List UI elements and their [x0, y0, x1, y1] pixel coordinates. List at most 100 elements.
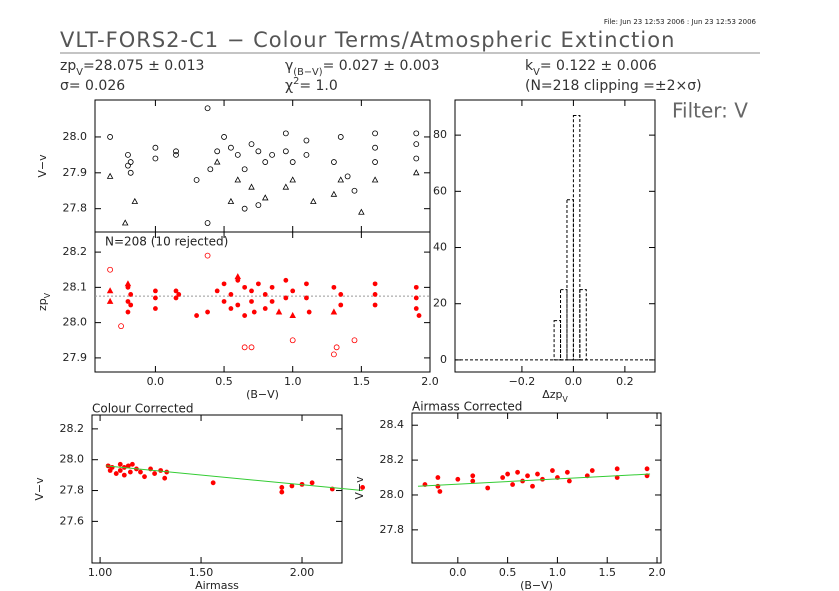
point [344, 173, 351, 180]
point [255, 281, 261, 287]
plot-frame [411, 412, 662, 564]
histogram-bar [579, 289, 587, 361]
x-tick-label: 2.0 [421, 375, 439, 388]
point [262, 306, 268, 311]
text-part: zp [36, 298, 49, 311]
point [214, 288, 220, 294]
point [248, 183, 255, 190]
point [262, 159, 269, 165]
x-tick-label: 1.5 [353, 375, 371, 388]
point [194, 313, 199, 318]
point [289, 159, 296, 165]
point [204, 252, 211, 259]
point [330, 190, 338, 197]
point [330, 308, 338, 315]
point [306, 309, 312, 315]
point [227, 197, 235, 204]
x-axis-label: (B−V) [520, 579, 553, 591]
annotation: N=208 (10 rejected) [105, 235, 228, 249]
point [485, 485, 491, 491]
point [279, 485, 285, 490]
point [351, 187, 358, 194]
text-part: 2 [293, 76, 299, 87]
point [228, 306, 234, 311]
point [113, 471, 119, 476]
x-tick-label: 0.0 [147, 375, 165, 388]
point [338, 292, 344, 297]
point [289, 337, 296, 344]
text-part: V−v [353, 476, 366, 500]
point [282, 183, 290, 190]
point [530, 483, 535, 489]
y-axis-label: V−v [33, 477, 46, 501]
text-part: σ [60, 78, 69, 94]
plot-frame [454, 99, 656, 373]
point [435, 475, 441, 480]
point [193, 177, 200, 183]
stat: γ(B−V)= 0.027 ± 0.003 [285, 58, 440, 78]
point [269, 151, 276, 158]
point [437, 489, 443, 494]
point [372, 130, 378, 137]
point [261, 194, 269, 201]
point [249, 299, 254, 304]
point [125, 309, 131, 315]
text-part: Airmass [195, 579, 239, 591]
point [221, 134, 227, 140]
stat: χ2= 1.0 [285, 76, 338, 95]
filter-label: Filter: V [672, 99, 748, 123]
point [255, 202, 262, 208]
y-axis-label: zpV [36, 292, 52, 311]
stat: kV= 0.122 ± 0.006 [525, 58, 657, 78]
y-tick-label: 28.0 [63, 130, 88, 143]
point [242, 284, 248, 290]
stat: (N=218 clipping =±2×σ) [525, 78, 702, 94]
point [176, 292, 182, 297]
page-title: VLT-FORS2-C1 − Colour Terms/Atmospheric … [60, 28, 675, 52]
point [589, 468, 595, 473]
y-tick-label: 27.9 [63, 166, 88, 179]
text-part: zp [60, 58, 76, 74]
y-tick-label: 28.0 [380, 488, 405, 501]
text-part: (B−V) [246, 388, 279, 401]
text-part: V−v [36, 154, 49, 178]
x-axis-label: ΔzpV [542, 388, 568, 404]
point [173, 288, 179, 294]
text-part: (B−V) [293, 67, 322, 78]
point [153, 288, 158, 294]
point [289, 483, 295, 489]
point [310, 197, 317, 204]
point [337, 176, 345, 183]
x-axis-label: (B−V) [246, 388, 279, 401]
point [235, 302, 241, 308]
point [106, 287, 114, 294]
point [205, 309, 210, 315]
file-stamp: File: Jun 23 12:53 2006 : Jun 23 12:53 2… [604, 18, 757, 26]
point [505, 471, 511, 477]
text-part: γ [285, 58, 293, 74]
point [333, 344, 340, 351]
text-part: = 0.026 [69, 78, 125, 94]
point [251, 309, 257, 315]
x-tick-label: −0.2 [509, 375, 536, 388]
text-part: = 0.027 ± 0.003 [323, 58, 440, 74]
point [127, 159, 134, 165]
point [412, 169, 420, 176]
point [221, 299, 227, 304]
text-part: V−v [33, 477, 46, 501]
point [128, 302, 134, 308]
point [282, 130, 289, 137]
point [234, 273, 242, 280]
point [289, 176, 296, 183]
text-part: = 1.0 [299, 78, 337, 94]
y-tick-label: 28.2 [60, 422, 85, 435]
stat: σ= 0.026 [60, 78, 125, 94]
point [566, 478, 572, 484]
point [283, 277, 289, 283]
point [106, 172, 114, 179]
point [210, 480, 216, 486]
point [455, 476, 461, 482]
y-tick-label: 27.8 [380, 523, 405, 536]
x-tick-label: 0.5 [215, 375, 233, 388]
point [351, 337, 358, 344]
